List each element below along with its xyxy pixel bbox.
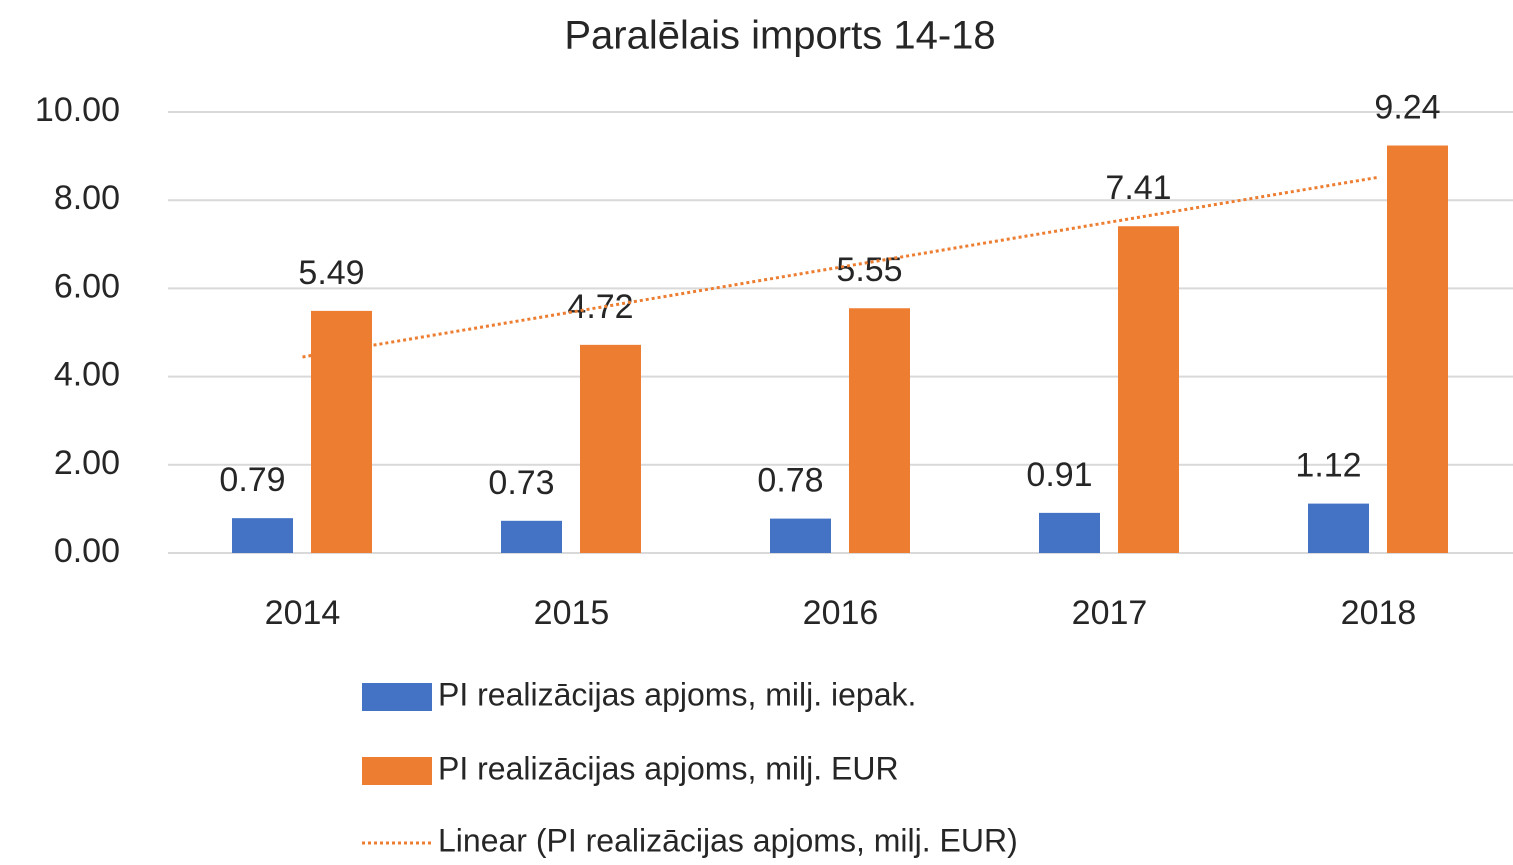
x-tick-label: 2017 bbox=[1072, 594, 1148, 632]
y-tick-label: 6.00 bbox=[54, 267, 120, 305]
bar bbox=[232, 518, 293, 553]
bar bbox=[1118, 226, 1179, 553]
bar bbox=[1039, 512, 1100, 553]
bar bbox=[580, 344, 641, 553]
data-label: 9.24 bbox=[1374, 89, 1440, 127]
legend-label: PI realizācijas apjoms, milj. iepak. bbox=[438, 676, 916, 712]
y-tick-label: 0.00 bbox=[54, 532, 120, 570]
data-label: 5.49 bbox=[298, 254, 364, 292]
x-tick-label: 2014 bbox=[265, 594, 341, 632]
y-tick-label: 2.00 bbox=[54, 444, 120, 482]
data-label: 0.78 bbox=[757, 462, 823, 500]
y-tick-label: 8.00 bbox=[54, 179, 120, 217]
legend-swatch bbox=[362, 757, 432, 785]
chart-title: Paralēlais imports 14-18 bbox=[564, 14, 995, 58]
legend-label: PI realizācijas apjoms, milj. EUR bbox=[438, 750, 899, 786]
y-tick-label: 4.00 bbox=[54, 356, 120, 394]
x-tick-label: 2016 bbox=[803, 594, 879, 632]
legend-swatch bbox=[362, 683, 432, 711]
bar bbox=[1308, 503, 1369, 553]
x-tick-label: 2015 bbox=[534, 594, 610, 632]
bar bbox=[1387, 145, 1448, 554]
y-tick-label: 10.00 bbox=[35, 91, 120, 129]
bar bbox=[501, 520, 562, 553]
data-label: 1.12 bbox=[1295, 447, 1361, 485]
data-label: 0.73 bbox=[488, 464, 554, 502]
x-tick-label: 2018 bbox=[1341, 594, 1417, 632]
trendline bbox=[302, 175, 1379, 359]
data-label: 0.91 bbox=[1026, 456, 1092, 494]
bar bbox=[770, 518, 831, 553]
data-label: 5.55 bbox=[836, 251, 902, 289]
data-label: 0.79 bbox=[219, 461, 285, 499]
data-label: 7.41 bbox=[1105, 169, 1171, 207]
bar bbox=[849, 308, 910, 553]
bar bbox=[311, 310, 372, 553]
legend-label: Linear (PI realizācijas apjoms, milj. EU… bbox=[438, 822, 1018, 858]
